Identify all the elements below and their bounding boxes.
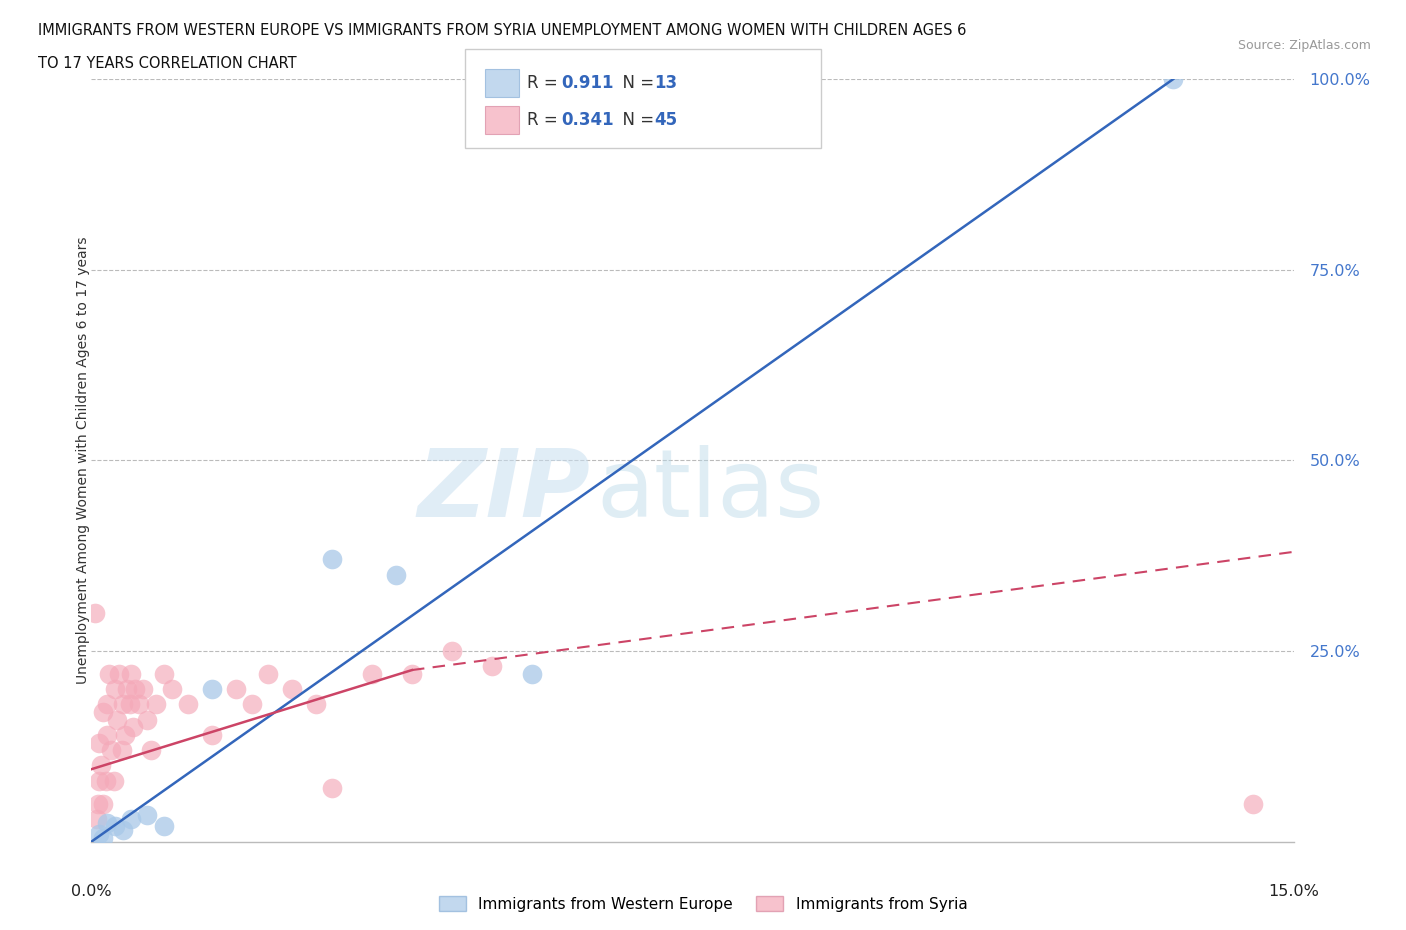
Text: 0.0%: 0.0% (72, 884, 111, 898)
Point (121, 811, 143, 826)
Point (121, 667, 143, 682)
Point (93, 830, 115, 845)
Text: TO 17 YEARS CORRELATION CHART: TO 17 YEARS CORRELATION CHART (38, 56, 297, 71)
Text: N =: N = (612, 73, 659, 92)
Point (84, 605, 107, 620)
Point (117, 682, 139, 697)
Point (93, 705, 115, 720)
Point (87, 796, 110, 811)
Legend: Immigrants from Western Europe, Immigrants from Syria: Immigrants from Western Europe, Immigran… (433, 890, 973, 918)
Text: 15.0%: 15.0% (1268, 884, 1319, 898)
Text: Source: ZipAtlas.com: Source: ZipAtlas.com (1237, 39, 1371, 52)
Point (240, 697, 263, 711)
Point (152, 819, 174, 834)
Point (1243, 796, 1265, 811)
Text: 0.911: 0.911 (561, 73, 613, 92)
Point (136, 807, 159, 822)
Point (176, 697, 198, 711)
Point (145, 697, 167, 711)
Point (104, 682, 127, 697)
Point (136, 712, 159, 727)
Point (96, 697, 118, 711)
Point (90, 758, 112, 773)
Text: N =: N = (612, 111, 659, 129)
Text: 13: 13 (654, 73, 676, 92)
Point (360, 667, 382, 682)
Point (441, 644, 464, 658)
Point (281, 682, 304, 697)
Point (401, 667, 423, 682)
Text: ZIP: ZIP (418, 445, 591, 537)
Point (94, 773, 117, 788)
Point (93, 796, 115, 811)
Point (141, 743, 163, 758)
Point (122, 720, 145, 735)
Y-axis label: Unemployment Among Women with Children Ages 6 to 17 years: Unemployment Among Women with Children A… (76, 236, 90, 684)
Point (225, 682, 247, 697)
Point (321, 781, 343, 796)
Point (520, 667, 543, 682)
Point (112, 823, 135, 838)
Point (114, 727, 136, 742)
Text: 0.341: 0.341 (561, 111, 613, 129)
Point (112, 697, 135, 711)
Point (152, 667, 174, 682)
Point (256, 667, 278, 682)
Point (108, 667, 131, 682)
Text: R =: R = (527, 73, 564, 92)
Text: atlas: atlas (596, 445, 824, 537)
Point (1161, 72, 1184, 86)
Point (100, 743, 122, 758)
Point (124, 682, 146, 697)
Text: 45: 45 (654, 111, 676, 129)
Point (105, 712, 128, 727)
Point (103, 773, 125, 788)
Point (98, 667, 121, 682)
Point (89, 735, 111, 750)
Point (305, 697, 328, 711)
Point (86, 811, 108, 826)
Point (132, 682, 155, 697)
Point (96, 815, 118, 830)
Point (201, 682, 224, 697)
Point (160, 682, 183, 697)
Point (89, 773, 111, 788)
Point (89, 827, 111, 842)
Point (118, 697, 141, 711)
Point (321, 552, 343, 567)
Text: IMMIGRANTS FROM WESTERN EUROPE VS IMMIGRANTS FROM SYRIA UNEMPLOYMENT AMONG WOMEN: IMMIGRANTS FROM WESTERN EUROPE VS IMMIGR… (38, 23, 966, 38)
Point (128, 697, 150, 711)
Text: R =: R = (527, 111, 564, 129)
Point (481, 658, 503, 673)
Point (385, 567, 408, 582)
Point (96, 727, 118, 742)
Point (201, 727, 224, 742)
Point (111, 743, 134, 758)
Point (104, 819, 127, 834)
